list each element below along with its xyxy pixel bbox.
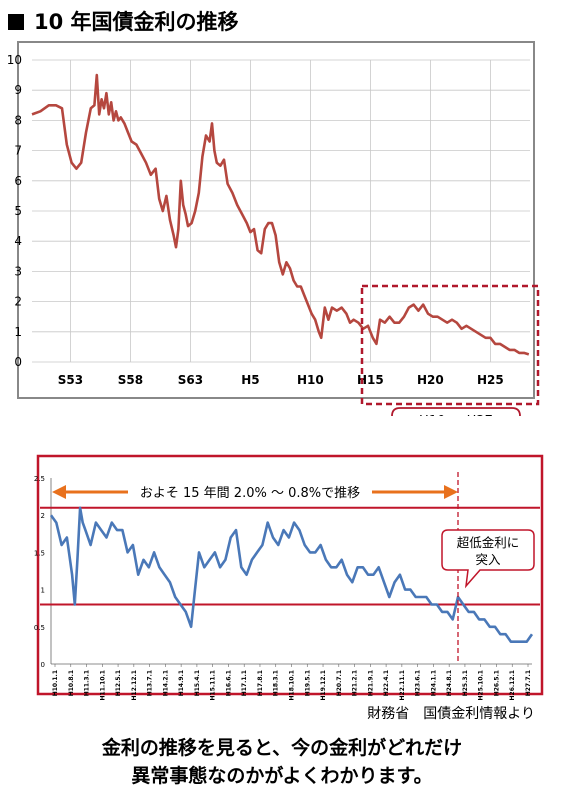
chart-title: 10 年国債金利の推移 xyxy=(8,6,239,36)
source-credit: 財務省 国債金利情報より xyxy=(367,706,535,722)
top-x-tick-label: H20 xyxy=(417,373,444,387)
caption-line-2: 異常事態なのかがよくわかります。 xyxy=(131,765,433,787)
top-x-tick-label: H10 xyxy=(297,373,324,387)
bottom-x-tick-label: H22.11.1 xyxy=(399,670,406,700)
bottom-x-tick-label: H27.7.1 xyxy=(525,670,532,696)
black-square-icon xyxy=(8,14,24,30)
top-x-tick-label: H5 xyxy=(241,373,259,387)
bottom-x-tick-label: H19.12.1 xyxy=(320,670,327,700)
caption: 金利の推移を見ると、今の金利がどれだけ 異常事態なのかがよくわかります。 xyxy=(0,734,564,790)
bottom-x-tick-label: H18.10.1 xyxy=(289,670,296,700)
bottom-line-chart: 0 0.5 1 1.5 2 2.5 H10.1.1 H10.8.1 H11.3.1 H11.10… xyxy=(34,454,544,700)
range-arrow: およそ 15 年間 2.0% ～ 0.8%で推移 xyxy=(52,482,458,502)
top-y-tick-label: 1 xyxy=(14,325,22,339)
bottom-x-tick-label: H20.7.1 xyxy=(336,670,343,696)
caption-line-1: 金利の推移を見ると、今の金利がどれだけ xyxy=(101,737,463,759)
bottom-chart-y-ticks: 0 0.5 1 1.5 2 2.5 xyxy=(34,475,45,669)
top-x-tick-label: H15 xyxy=(357,373,384,387)
bottom-x-tick-label: H15.4.1 xyxy=(194,670,201,696)
bottom-y-tick-label: 1 xyxy=(41,587,45,595)
top-y-tick-label: 10 xyxy=(7,53,22,67)
bottom-y-tick-label: 2 xyxy=(41,512,45,520)
top-chart-y-ticks: 0 1 2 3 4 5 6 7 8 9 10 xyxy=(7,53,22,369)
zoom-region-box xyxy=(360,284,540,406)
bottom-y-tick-label: 0.5 xyxy=(34,624,45,632)
bottom-x-tick-label: H10.8.1 xyxy=(68,670,75,696)
bottom-x-tick-label: H11.10.1 xyxy=(99,670,106,700)
top-x-tick-label: H25 xyxy=(477,373,504,387)
low-rate-callout: 超低金利に 突入 xyxy=(441,529,535,589)
bottom-x-tick-label: H18.3.1 xyxy=(273,670,280,696)
title-text: 10 年国債金利の推移 xyxy=(34,10,239,34)
bottom-x-tick-label: H16.6.1 xyxy=(225,670,232,696)
bottom-x-tick-label: H11.3.1 xyxy=(84,670,91,696)
top-y-tick-label: 3 xyxy=(14,264,22,278)
bottom-chart-x-ticks: H10.1.1 H10.8.1 H11.3.1 H11.10.1 H12.5.1 H12.… xyxy=(52,664,532,700)
bottom-x-tick-label: H26.5.1 xyxy=(493,670,500,696)
bottom-x-tick-label: H12.5.1 xyxy=(115,670,122,696)
top-x-tick-label: S58 xyxy=(118,373,143,387)
bottom-x-tick-label: H21.9.1 xyxy=(367,670,374,696)
bottom-y-tick-label: 2.5 xyxy=(34,475,45,483)
low-rate-callout-line1: 超低金利に xyxy=(457,535,520,550)
top-y-tick-label: 0 xyxy=(14,355,22,369)
bottom-x-tick-label: H13.7.1 xyxy=(147,670,154,696)
range-annotation: およそ 15 年間 2.0% ～ 0.8%で推移 xyxy=(140,486,360,501)
top-y-tick-label: 4 xyxy=(14,234,22,248)
top-line-chart: 0 1 2 3 4 5 6 7 8 9 10 S53 S58 S63 H5 H10 H15 H20 H25 H10… xyxy=(7,41,540,416)
top-x-tick-label: S63 xyxy=(178,373,203,387)
bottom-x-tick-label: H26.12.1 xyxy=(509,670,516,700)
top-y-tick-label: 6 xyxy=(14,174,22,188)
bottom-y-tick-label: 1.5 xyxy=(34,549,45,557)
top-series-line xyxy=(31,73,530,356)
bottom-series-line xyxy=(49,506,534,643)
bottom-x-tick-label: H23.6.1 xyxy=(415,670,422,696)
top-y-tick-label: 2 xyxy=(14,295,22,309)
bottom-x-tick-label: H15.11.1 xyxy=(210,670,217,700)
bottom-x-tick-label: H14.2.1 xyxy=(162,670,169,696)
bottom-x-tick-label: H24.1.1 xyxy=(430,670,437,696)
bottom-x-tick-label: H19.5.1 xyxy=(304,670,311,696)
top-y-tick-label: 9 xyxy=(14,83,22,97)
top-y-tick-label: 7 xyxy=(14,144,22,158)
bottom-y-tick-label: 0 xyxy=(41,661,45,669)
bottom-x-tick-label: H22.4.1 xyxy=(383,670,390,696)
top-y-tick-label: 5 xyxy=(14,204,22,218)
top-chart-x-ticks: S53 S58 S63 H5 H10 H15 H20 H25 xyxy=(58,373,504,387)
low-rate-callout-line2: 突入 xyxy=(475,552,501,567)
bottom-x-tick-label: H25.10.1 xyxy=(478,670,485,700)
top-chart-grid xyxy=(32,59,530,363)
bottom-x-tick-label: H24.8.1 xyxy=(446,670,453,696)
bottom-x-tick-label: H17.8.1 xyxy=(257,670,264,696)
top-x-tick-label: S53 xyxy=(58,373,83,387)
bottom-x-tick-label: H17.1.1 xyxy=(241,670,248,696)
zoom-callout-line1: H10 ～ H27 xyxy=(419,414,493,416)
bottom-x-tick-label: H21.2.1 xyxy=(352,670,359,696)
bottom-x-tick-label: H10.1.1 xyxy=(52,670,59,696)
bottom-x-tick-label: H12.12.1 xyxy=(131,670,138,700)
zoom-callout: H10 ～ H27 を拡大 xyxy=(391,407,521,416)
bottom-x-tick-label: H14.9.1 xyxy=(178,670,185,696)
bottom-x-tick-label: H25.3.1 xyxy=(462,670,469,696)
top-y-tick-label: 8 xyxy=(14,113,22,127)
